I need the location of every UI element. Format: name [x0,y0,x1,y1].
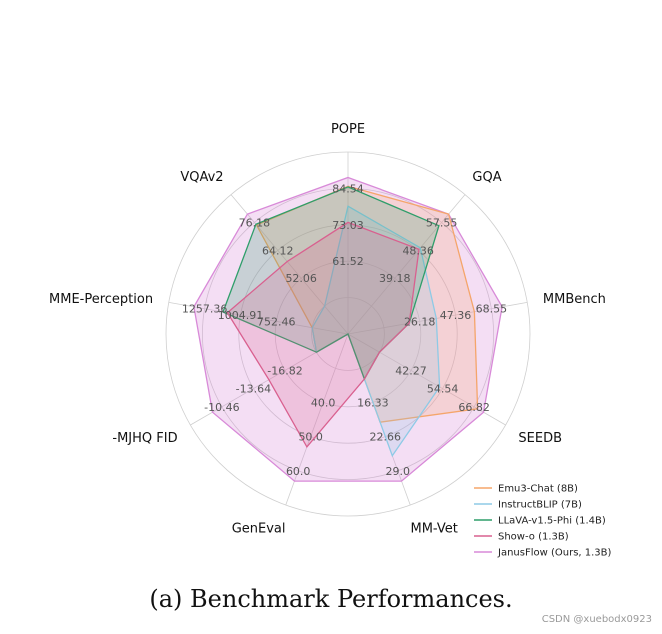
tick-label: 60.0 [286,465,311,478]
series-instructblip-7b [311,205,441,458]
tick-label: 1004.91 [218,309,264,322]
grid-spoke [168,302,349,335]
chart-legend: Emu3-Chat (8B) InstructBLIP (7B) LLaVA-v1.… [474,484,612,559]
series-show-o-1-3b [226,221,420,449]
tick-label: 76.18 [239,217,271,230]
tick-label: 42.27 [395,364,427,377]
legend-entry: JanusFlow (Ours, 1.3B) [497,548,612,559]
legend-entry: InstructBLIP (7B) [498,500,582,511]
axis-label-pope: POPE [331,122,365,137]
tick-label: 29.0 [386,465,411,478]
tick-label: 64.12 [262,244,294,257]
grid-spoke [347,333,506,426]
tick-label: 66.82 [458,401,490,414]
tick-label: 47.36 [440,309,472,322]
tick-label: 752.46 [257,315,296,328]
tick-label: -10.46 [204,401,239,414]
tick-label: 26.18 [404,315,436,328]
radar-chart: 61.52 73.03 84.54 39.18 48.36 57.55 26.18 47.36… [49,122,612,559]
axis-label-mjhq-fid: -MJHQ FID [112,431,177,446]
tick-label: 1257.36 [182,303,228,316]
axis-label-mme-perception: MME-Perception [49,292,153,307]
radar-tick-labels: 61.52 73.03 84.54 39.18 48.36 57.55 26.18 47.36… [182,182,507,477]
axis-label-vqav2: VQAv2 [180,170,223,185]
legend-entry: Show-o (1.3B) [498,532,569,543]
tick-label: 50.0 [298,431,323,444]
tick-label: 40.0 [311,396,336,409]
tick-label: 84.54 [332,182,364,195]
axis-label-gqa: GQA [472,170,501,185]
axis-label-geneval: GenEval [232,522,286,537]
tick-label: 48.36 [402,244,434,257]
radar-axis-labels: POPE GQA MMBench SEEDB MM-Vet GenEval -MJHQ FI… [49,122,606,537]
grid-spoke [347,302,528,335]
tick-label: 73.03 [332,219,364,232]
series-llava-v1-5-phi-1-4b [222,186,440,381]
tick-label: 57.55 [426,217,458,230]
grid-spoke [347,194,466,335]
tick-label: -16.82 [267,364,302,377]
grid-spoke [285,333,349,506]
tick-label: 39.18 [379,272,411,285]
tick-label: 54.54 [427,383,459,396]
legend-entry: LLaVA-v1.5-Phi (1.4B) [498,516,606,527]
tick-label: 61.52 [332,255,364,268]
axis-label-mm-vet: MM-Vet [411,522,458,537]
tick-label: 68.55 [476,303,508,316]
axis-label-mmbench: MMBench [543,292,606,307]
chart-caption: (a) Benchmark Performances. [149,585,513,613]
axis-label-seedb: SEEDB [518,431,562,446]
series-janusflow-ours-1-3b [193,176,503,482]
watermark: CSDN @xuebodx0923 [541,614,652,625]
tick-label: 52.06 [285,272,317,285]
tick-label: 22.66 [370,431,402,444]
tick-label: -13.64 [236,383,271,396]
grid-spoke [230,194,349,335]
radar-series [193,176,503,482]
legend-entry: Emu3-Chat (8B) [498,484,578,495]
tick-label: 16.33 [357,396,389,409]
